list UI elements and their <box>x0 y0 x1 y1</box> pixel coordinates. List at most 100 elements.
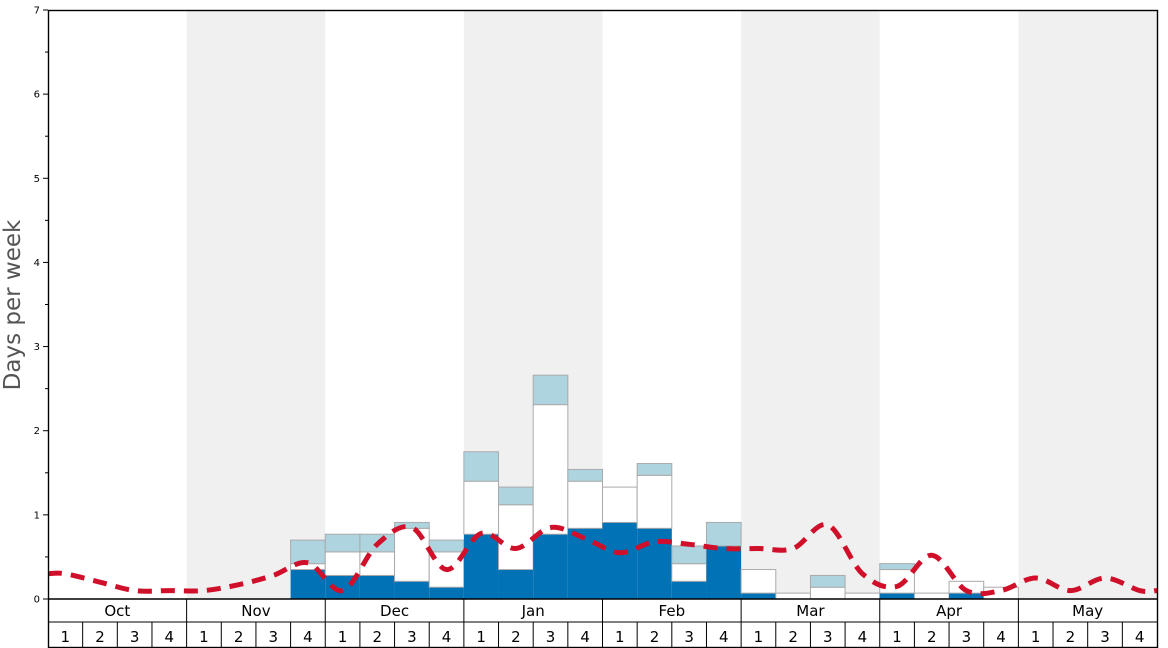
bar-segment <box>533 534 568 599</box>
week-label: 3 <box>407 628 417 646</box>
bar-segment <box>532 404 569 535</box>
bar-segment <box>775 592 811 600</box>
y-axis: 0 1 2 3 4 5 6 7 <box>34 6 48 606</box>
bar-segment <box>741 593 776 599</box>
y-tick-label: 3 <box>34 342 40 353</box>
week-label: 4 <box>1135 628 1145 646</box>
bar-segment <box>879 569 915 594</box>
bar-segment <box>740 569 777 594</box>
week-label: 3 <box>546 628 556 646</box>
month-label: Dec <box>380 602 409 620</box>
month-label: Feb <box>659 602 686 620</box>
y-axis-label: Days per week <box>0 219 26 390</box>
week-label: 3 <box>1100 628 1110 646</box>
bar-segment <box>809 574 846 588</box>
bar-segment <box>567 468 603 482</box>
y-tick-label: 0 <box>34 595 40 606</box>
week-label: 4 <box>996 628 1006 646</box>
bar-segment <box>429 587 464 599</box>
week-label: 2 <box>650 628 660 646</box>
month-label: May <box>1072 602 1103 620</box>
week-label: 1 <box>61 628 71 646</box>
bar-segment <box>324 533 361 553</box>
month-label: Jan <box>521 602 545 620</box>
bar-segment <box>532 374 569 406</box>
month-band <box>186 10 326 599</box>
week-label: 1 <box>199 628 209 646</box>
bar-segment <box>602 486 638 523</box>
week-label: 1 <box>338 628 348 646</box>
week-label: 1 <box>892 628 902 646</box>
bar-segment <box>879 563 915 571</box>
bar-segment <box>671 545 707 565</box>
bar-segment <box>636 474 673 529</box>
bar-segment <box>602 522 638 599</box>
bar-segment <box>706 545 742 599</box>
week-label: 1 <box>615 628 625 646</box>
month-label: Mar <box>796 602 825 620</box>
week-label: 2 <box>788 628 798 646</box>
bar-segment <box>498 569 534 599</box>
bar-segment <box>394 527 430 582</box>
month-bands <box>186 10 1157 599</box>
month-band <box>741 10 880 599</box>
x-axis: Oct 1 2 3 4 Nov 1 2 3 4 Dec 1 2 3 4 Jan 1 2 3 4 Feb 1 2 3 4 Mar 1 2… <box>48 598 1157 648</box>
week-label: 2 <box>1066 628 1076 646</box>
week-label: 3 <box>268 628 278 646</box>
week-label: 4 <box>303 628 313 646</box>
week-label: 1 <box>476 628 486 646</box>
bar-segment <box>394 521 430 529</box>
week-label: 3 <box>962 628 972 646</box>
week-label: 1 <box>1031 628 1041 646</box>
y-tick-label: 7 <box>34 6 40 17</box>
bar-segment <box>324 551 361 576</box>
week-label: 1 <box>754 628 764 646</box>
y-tick-label: 5 <box>34 174 40 185</box>
bar-segment <box>844 592 881 600</box>
week-label: 3 <box>684 628 694 646</box>
bar-segment <box>463 451 500 482</box>
week-label: 4 <box>580 628 590 646</box>
bar-segment <box>671 563 707 582</box>
month-label: Nov <box>241 602 270 620</box>
week-label: 2 <box>234 628 244 646</box>
bar-segment <box>394 581 430 599</box>
bar-segment <box>567 480 603 529</box>
bar-segment <box>671 581 707 599</box>
average-line-path <box>47 522 1158 597</box>
month-label: Apr <box>936 602 963 620</box>
bar-segment <box>463 534 499 599</box>
bar-segment <box>290 539 326 565</box>
week-label: 2 <box>372 628 382 646</box>
week-label: 2 <box>511 628 521 646</box>
y-tick-label: 6 <box>34 90 40 101</box>
bar-segment <box>567 528 603 599</box>
bar-segment <box>359 575 395 599</box>
bar-segment <box>498 486 534 506</box>
bar-segment <box>879 593 915 599</box>
y-tick-label: 4 <box>34 258 40 269</box>
bar-segment <box>636 463 673 476</box>
month-label: Oct <box>104 602 130 620</box>
week-label: 4 <box>858 628 868 646</box>
bars <box>290 374 1019 600</box>
bar-segment <box>949 593 984 599</box>
y-tick-label: 1 <box>34 510 40 521</box>
bar-segment <box>705 521 742 547</box>
bar-segment <box>463 480 500 535</box>
week-label: 2 <box>95 628 105 646</box>
bar-segment <box>428 539 465 553</box>
month-band <box>1018 10 1157 599</box>
bar-segment <box>498 504 534 571</box>
average-line <box>47 522 1158 597</box>
week-label: 3 <box>823 628 833 646</box>
y-tick-label: 2 <box>34 426 40 437</box>
week-label: 4 <box>719 628 729 646</box>
week-label: 4 <box>442 628 452 646</box>
week-label: 4 <box>165 628 175 646</box>
week-label: 3 <box>130 628 140 646</box>
bar-segment <box>809 586 846 600</box>
bar-segment <box>637 528 672 599</box>
week-label: 2 <box>927 628 937 646</box>
